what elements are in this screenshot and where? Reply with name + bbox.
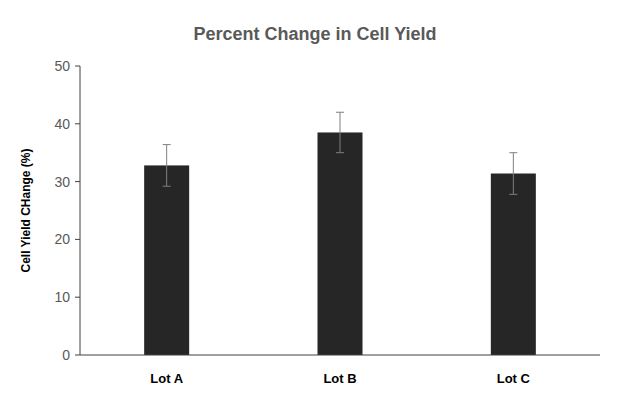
error-stem — [513, 153, 514, 195]
error-bar — [509, 153, 517, 195]
y-axis-label: Cell Yield CHange (%) — [19, 148, 33, 272]
x-tick-label: Lot C — [497, 371, 531, 386]
y-tick — [75, 355, 80, 356]
error-stem — [166, 145, 167, 187]
title: Percent Change in Cell Yield — [193, 24, 436, 44]
x-tick-label: Lot A — [150, 371, 183, 386]
bar — [318, 132, 363, 355]
y-tick — [75, 66, 80, 67]
bar — [144, 165, 189, 355]
x-tick-label: Lot B — [323, 371, 356, 386]
error-cap — [509, 194, 517, 195]
error-cap — [163, 186, 171, 187]
error-cap — [509, 152, 517, 153]
y-tick-label: 50 — [54, 58, 70, 74]
error-bar — [336, 112, 344, 152]
y-tick-label: 10 — [54, 289, 70, 305]
y-tick — [75, 123, 80, 124]
y-tick — [75, 239, 80, 240]
error-cap — [336, 112, 344, 113]
y-tick-label: 20 — [54, 231, 70, 247]
y-axis — [80, 66, 81, 355]
error-cap — [336, 152, 344, 153]
bars — [144, 112, 536, 355]
y-tick-label: 40 — [54, 116, 70, 132]
x-axis — [80, 355, 600, 356]
chart: Percent Change in Cell Yield Cell Yield C… — [0, 0, 630, 399]
y-tick-label: 30 — [54, 174, 70, 190]
y-tick — [75, 297, 80, 298]
error-cap — [163, 144, 171, 145]
error-stem — [340, 112, 341, 152]
y-tick — [75, 181, 80, 182]
error-bar — [163, 145, 171, 187]
bar — [491, 174, 536, 355]
y-tick-label: 0 — [62, 347, 70, 363]
